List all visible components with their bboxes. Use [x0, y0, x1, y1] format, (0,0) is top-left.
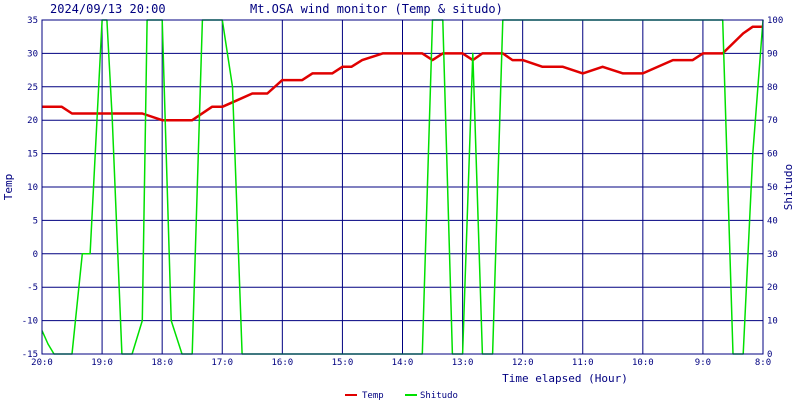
legend-label-shitudo: Shitudo [420, 391, 458, 400]
x-tick-label: 20:0 [31, 358, 53, 368]
y-right-tick-label: 70 [767, 116, 778, 126]
y-right-tick-label: 50 [767, 183, 778, 193]
legend-label-temp: Temp [362, 391, 384, 400]
y-axis-right-label: Shitudo [782, 164, 795, 210]
y-left-tick-label: 35 [27, 16, 38, 26]
x-tick-label: 11:0 [572, 358, 594, 368]
x-tick-label: 8:0 [755, 358, 771, 368]
x-tick-label: 16:0 [271, 358, 293, 368]
y-left-tick-label: 20 [27, 116, 38, 126]
left-axis-ticks: 35 30 25 20 15 10 5 0 -5 -10 -15 [22, 16, 38, 360]
x-axis-ticks: 20:0 19:0 18:0 17:0 16:0 15:0 14:0 13:0 12:0 11:0… [31, 358, 771, 368]
y-right-tick-label: 30 [767, 250, 778, 260]
y-left-tick-label: 25 [27, 83, 38, 93]
x-tick-label: 9:0 [695, 358, 711, 368]
y-left-tick-label: -10 [22, 317, 38, 327]
y-left-tick-label: 5 [33, 216, 38, 226]
legend: Temp Shitudo [345, 391, 458, 400]
y-right-tick-label: 10 [767, 317, 778, 327]
y-left-tick-label: 30 [27, 49, 38, 59]
y-axis-left-label: Temp [2, 174, 15, 201]
x-tick-label: 10:0 [632, 358, 654, 368]
y-right-tick-label: 40 [767, 216, 778, 226]
x-tick-label: 17:0 [211, 358, 233, 368]
chart-title: Mt.OSA wind monitor (Temp & situdo) [250, 2, 503, 16]
plot-frame [41, 19, 764, 355]
y-left-tick-label: -5 [27, 283, 38, 293]
x-tick-label: 13:0 [452, 358, 474, 368]
y-left-tick-label: -15 [22, 350, 38, 360]
series-line-temp [42, 25, 763, 122]
x-tick-label: 18:0 [151, 358, 173, 368]
y-right-tick-label: 80 [767, 83, 778, 93]
x-axis-label: Time elapsed (Hour) [502, 372, 628, 385]
chart-timestamp: 2024/09/13 20:00 [50, 2, 166, 16]
x-tick-label: 14:0 [392, 358, 414, 368]
y-right-tick-label: 60 [767, 150, 778, 160]
y-right-tick-label: 100 [767, 16, 783, 26]
y-right-tick-label: 20 [767, 283, 778, 293]
y-left-tick-label: 15 [27, 150, 38, 160]
x-tick-label: 12:0 [512, 358, 534, 368]
y-left-tick-label: 10 [27, 183, 38, 193]
x-tick-label: 19:0 [91, 358, 113, 368]
y-left-tick-label: 0 [33, 250, 38, 260]
x-tick-label: 15:0 [332, 358, 354, 368]
y-right-tick-label: 0 [767, 350, 772, 360]
y-right-tick-label: 90 [767, 49, 778, 59]
